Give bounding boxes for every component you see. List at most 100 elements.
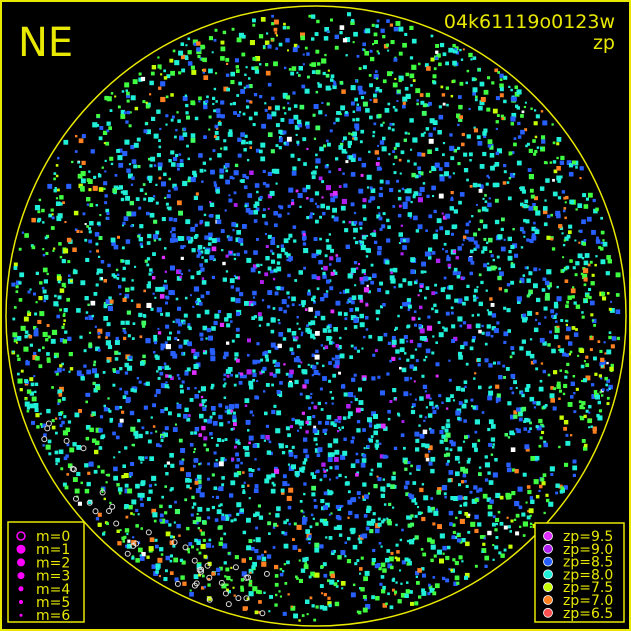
star-point (315, 165, 318, 169)
star-point (353, 211, 357, 215)
star-point (421, 261, 426, 267)
star-point (347, 490, 351, 494)
star-point (199, 492, 205, 498)
star-point (267, 266, 272, 271)
star-point (393, 171, 397, 175)
star-point (64, 485, 69, 490)
star-point (521, 189, 526, 194)
star-point (254, 69, 260, 74)
star-point (360, 587, 365, 592)
star-point (254, 183, 260, 188)
star-point (528, 271, 533, 276)
star-point (200, 543, 206, 550)
star-point (248, 441, 251, 445)
star-point (487, 139, 493, 145)
star-point (42, 444, 45, 447)
star-point (283, 563, 286, 566)
color-legend-marker (543, 607, 553, 618)
star-point (421, 588, 425, 593)
star-point (321, 58, 327, 64)
star-point (570, 395, 574, 399)
star-point (332, 190, 338, 196)
star-point (130, 286, 135, 291)
star-point (25, 398, 28, 401)
star-point (18, 281, 22, 285)
star-point (310, 472, 314, 476)
star-point (142, 183, 146, 186)
star-point (298, 303, 301, 306)
star-point (138, 380, 142, 384)
star-point (242, 471, 245, 474)
star-point (313, 300, 316, 304)
star-point (248, 568, 254, 574)
star-point (539, 337, 545, 343)
star-point (326, 102, 330, 106)
star-point (437, 130, 442, 135)
star-point (564, 279, 569, 283)
star-point (450, 156, 455, 161)
star-point (181, 68, 186, 73)
star-point (394, 593, 397, 596)
star-point (426, 325, 433, 331)
star-point (214, 124, 219, 129)
star-point (475, 203, 478, 206)
star-point (233, 257, 237, 261)
star-point (358, 387, 362, 392)
star-point (579, 348, 585, 353)
star-point (406, 515, 411, 520)
star-point (224, 438, 228, 441)
star-point (442, 248, 445, 251)
star-point (248, 539, 253, 543)
star-point (348, 411, 353, 417)
star-point (407, 461, 411, 464)
star-point (484, 462, 490, 468)
star-point (230, 285, 234, 289)
star-point (396, 100, 399, 102)
star-point (355, 407, 361, 413)
star-point (469, 185, 473, 188)
star-point (295, 133, 298, 136)
star-point (275, 513, 280, 518)
star-point (377, 250, 382, 256)
star-point-hollow (259, 610, 266, 617)
star-point (454, 298, 459, 303)
star-point (447, 263, 452, 268)
star-point (169, 58, 174, 63)
star-point (107, 263, 111, 268)
star-point (419, 414, 423, 418)
star-point (287, 296, 291, 299)
star-point (439, 226, 444, 231)
star-point (306, 324, 309, 327)
star-point (362, 482, 367, 487)
star-point (179, 384, 184, 389)
star-point (322, 274, 327, 279)
star-point (171, 233, 176, 238)
star-point (300, 568, 306, 573)
star-point (155, 230, 160, 235)
star-point (482, 131, 487, 136)
star-point (500, 246, 506, 252)
star-point (250, 303, 254, 307)
star-point (55, 164, 59, 167)
star-point (145, 338, 151, 344)
star-point (315, 219, 319, 224)
star-point (349, 528, 352, 531)
star-point (288, 522, 291, 526)
star-point (406, 301, 411, 307)
star-point (458, 555, 463, 560)
star-point (343, 312, 348, 317)
star-point (98, 446, 103, 450)
star-point (150, 416, 153, 419)
star-point (321, 506, 325, 511)
star-point (457, 416, 461, 421)
star-point (142, 314, 146, 317)
star-point (466, 178, 469, 182)
star-point (194, 538, 198, 543)
star-point (13, 338, 18, 343)
star-point (282, 337, 287, 341)
star-point (133, 164, 138, 169)
star-point (378, 542, 382, 545)
star-point (521, 280, 525, 284)
star-point (310, 571, 315, 577)
star-point (124, 390, 129, 395)
